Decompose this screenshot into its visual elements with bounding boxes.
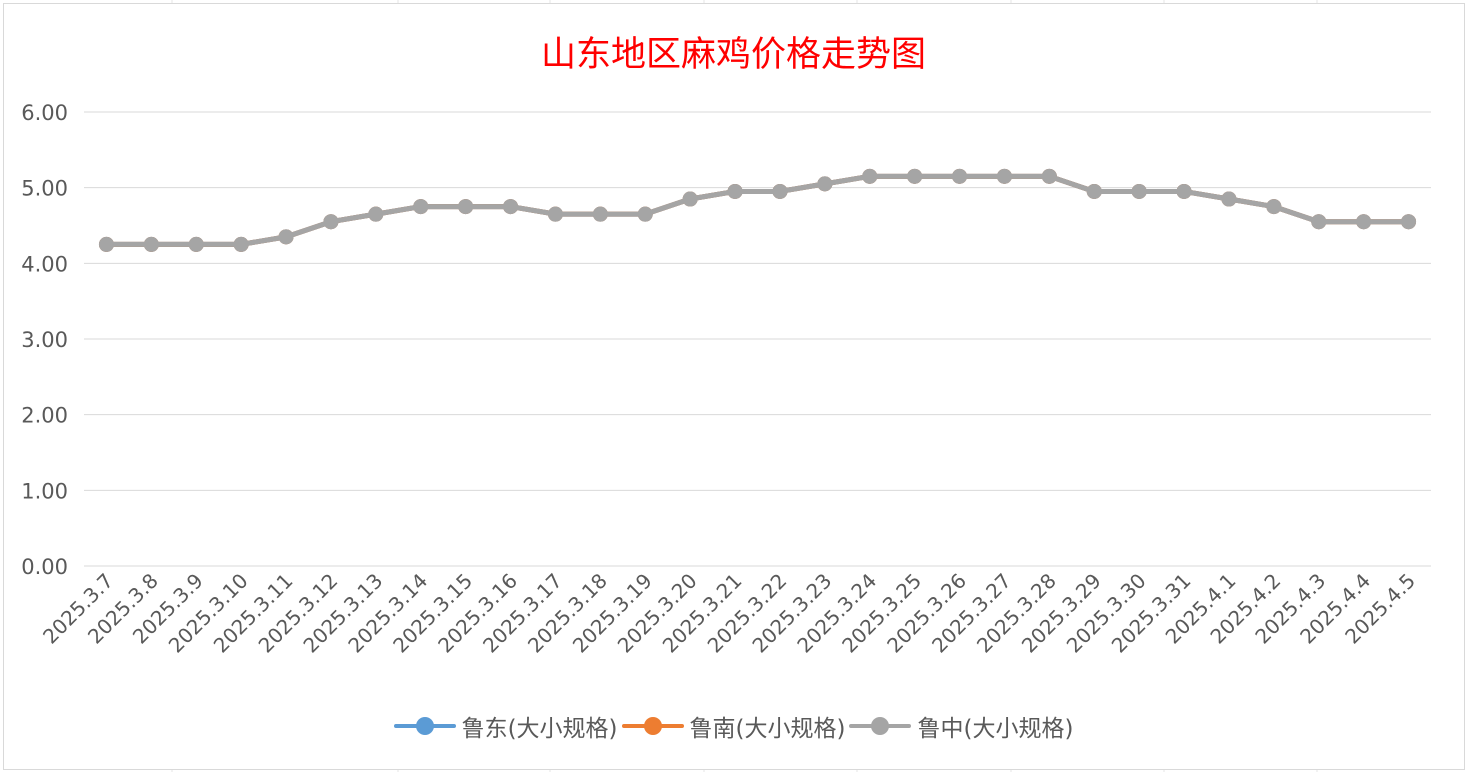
legend-marker-icon [849,716,912,736]
y-tick-label: 5.00 [21,177,68,201]
y-tick-label: 6.00 [21,101,68,125]
y-tick-label: 0.00 [21,555,68,579]
data-point [1176,183,1192,199]
series-line [103,173,1412,247]
y-tick-label: 3.00 [21,328,68,352]
data-point [952,168,968,184]
data-point [233,236,249,252]
data-point [98,236,114,252]
y-tick-label: 1.00 [21,479,68,503]
data-point [1356,214,1372,230]
legend-item: 鲁中(大小规格) [849,706,1073,746]
series-line [103,173,1412,247]
series-line [103,173,1412,247]
data-point [1266,199,1282,215]
data-point [682,191,698,207]
data-point [1401,214,1417,230]
data-point [1041,168,1057,184]
legend-item: 鲁南(大小规格) [621,706,846,746]
data-point [1311,214,1327,230]
legend-label: 鲁东(大小规格) [461,716,618,742]
data-point [368,206,384,222]
data-point [592,206,608,222]
legend-label: 鲁中(大小规格) [917,716,1074,742]
chart-title: 山东地区麻鸡价格走势图 [540,35,926,75]
y-tick-label: 2.00 [21,404,68,428]
data-point [278,229,294,245]
data-point [862,168,878,184]
legend-marker-icon [621,716,684,736]
data-point [1131,183,1147,199]
y-tick-label: 4.00 [21,252,68,276]
legend-label: 鲁南(大小规格) [689,716,846,742]
data-point [817,176,833,192]
data-point [1221,191,1237,207]
chart-area[interactable] [3,3,1465,770]
data-point [503,199,519,215]
legend: 鲁东(大小规格) 鲁南(大小规格) 鲁中(大小规格) [0,706,1467,746]
data-point [996,168,1012,184]
legend-marker-icon [393,716,456,736]
data-point [188,236,204,252]
data-point [1086,183,1102,199]
data-point [637,206,653,222]
legend-item: 鲁东(大小规格) [393,706,618,746]
data-point [413,199,429,215]
data-point [547,206,563,222]
data-point [727,183,743,199]
data-point [143,236,159,252]
data-point [907,168,923,184]
data-point [772,183,788,199]
data-point [323,214,339,230]
data-point [458,199,474,215]
